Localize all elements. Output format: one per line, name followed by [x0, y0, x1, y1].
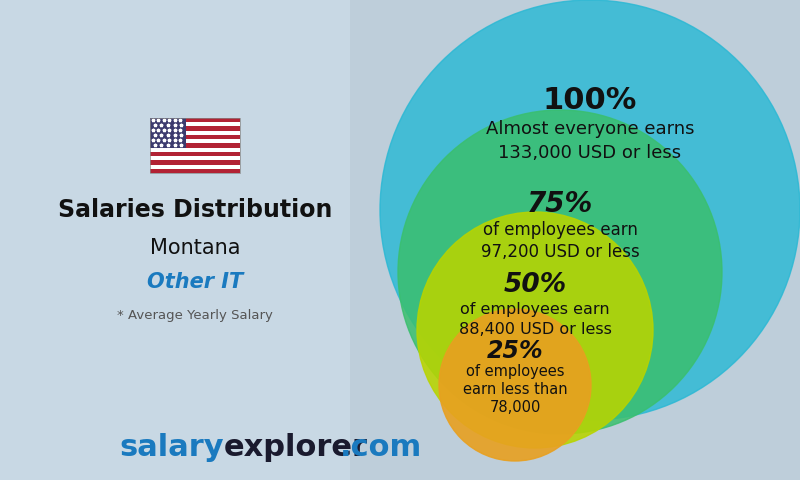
Text: Other IT: Other IT: [147, 272, 243, 292]
Circle shape: [398, 110, 722, 434]
Bar: [150, 126, 240, 131]
Bar: [150, 148, 240, 152]
Bar: [150, 165, 240, 169]
Bar: [150, 118, 240, 122]
Bar: [150, 131, 240, 135]
Circle shape: [380, 0, 800, 420]
Bar: [150, 152, 240, 156]
Circle shape: [417, 212, 653, 448]
Text: * Average Yearly Salary: * Average Yearly Salary: [117, 309, 273, 322]
Text: salary: salary: [119, 433, 224, 462]
Bar: [150, 135, 240, 139]
Text: 100%: 100%: [543, 86, 637, 115]
Bar: [150, 122, 240, 126]
Text: 78,000: 78,000: [490, 400, 541, 415]
Text: Montana: Montana: [150, 238, 240, 258]
Bar: [150, 139, 240, 144]
Bar: [150, 169, 240, 173]
Text: .com: .com: [340, 433, 422, 462]
Text: explorer: explorer: [224, 433, 368, 462]
Bar: [150, 144, 240, 148]
Text: Salaries Distribution: Salaries Distribution: [58, 198, 332, 222]
Text: 25%: 25%: [486, 339, 543, 363]
Text: of employees earn: of employees earn: [460, 301, 610, 317]
Text: earn less than: earn less than: [462, 382, 567, 397]
Bar: [150, 118, 186, 148]
Circle shape: [439, 309, 591, 461]
Text: of employees: of employees: [466, 364, 564, 379]
Text: 50%: 50%: [503, 272, 566, 298]
Bar: [150, 160, 240, 165]
Bar: [150, 118, 240, 173]
Text: of employees earn: of employees earn: [482, 221, 638, 239]
Text: 75%: 75%: [527, 190, 593, 218]
Text: Almost everyone earns: Almost everyone earns: [486, 120, 694, 138]
Text: 88,400 USD or less: 88,400 USD or less: [458, 322, 611, 336]
Bar: [150, 156, 240, 160]
Text: 97,200 USD or less: 97,200 USD or less: [481, 243, 639, 261]
Bar: [350, 0, 800, 480]
Text: 133,000 USD or less: 133,000 USD or less: [498, 144, 682, 162]
